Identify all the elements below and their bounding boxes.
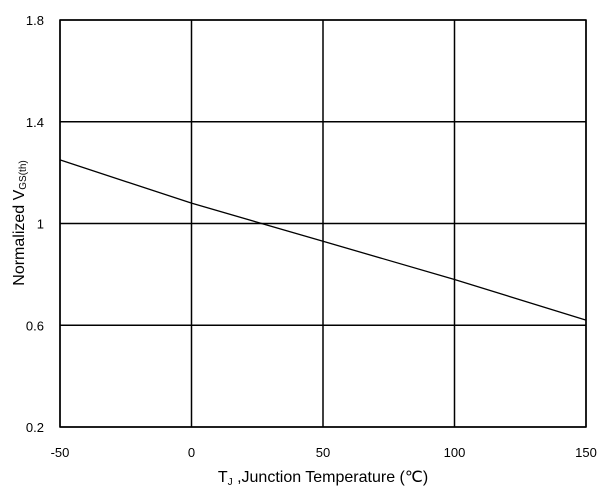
y-tick-label: 0.2 [26,420,44,435]
x-tick-labels: -50 0 50 100 150 [51,445,597,460]
x-tick-label: 100 [444,445,466,460]
y-axis-label: Normalized VGS(th) [11,160,29,285]
x-tick-label: 150 [575,445,597,460]
y-tick-labels: 0.2 0.6 1 1.4 1.8 [26,13,44,435]
y-tick-label: 1.8 [26,13,44,28]
x-axis-label: TJ ,Junction Temperature (℃) [218,469,428,488]
x-tick-label: -50 [51,445,70,460]
y-tick-label: 0.6 [26,318,44,333]
x-tick-label: 50 [316,445,330,460]
y-tick-label: 1 [37,217,44,232]
series-group [59,159,587,321]
plot-frame [59,19,587,428]
y-tick-label: 1.4 [26,115,44,130]
series-line [59,159,587,321]
x-tick-label: 0 [188,445,195,460]
